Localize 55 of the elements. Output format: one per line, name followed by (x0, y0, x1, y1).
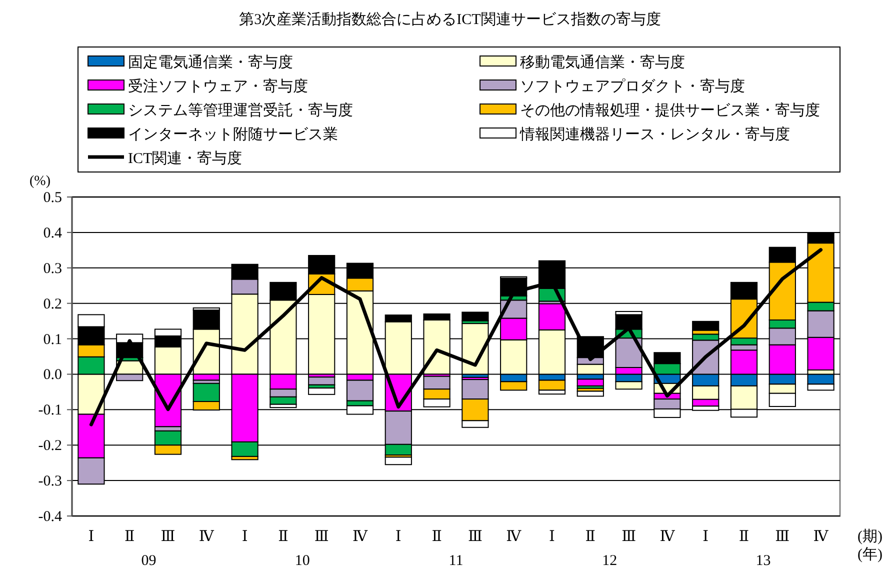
y-tick-label: -0.1 (38, 402, 62, 419)
x-tick-label: Ⅰ (88, 529, 94, 545)
y-tick-label: 0.5 (43, 190, 62, 206)
legend-label: その他の情報処理・提供サービス業・寄与度 (520, 102, 820, 119)
x-tick-label: Ⅲ (160, 529, 176, 545)
x-tick-label: Ⅱ (432, 529, 442, 545)
legend-label: システム等管理運営受託・寄与度 (128, 102, 353, 119)
y-tick-label: 0.1 (43, 332, 62, 348)
y-tick-label: 0.4 (43, 225, 62, 242)
text: (期) (858, 528, 882, 545)
bar (576, 378, 604, 386)
y-tick-label: -0.3 (38, 474, 62, 490)
text: 11 (448, 553, 464, 567)
legend-label: ICT関連・寄与度 (128, 150, 242, 167)
x-tick-label: Ⅱ (738, 529, 750, 545)
legend-label: ソフトウェアプロダクト・寄与度 (520, 78, 745, 95)
bar (308, 388, 336, 395)
y-tick-label: -0.4 (38, 509, 62, 525)
bar (576, 390, 604, 397)
x-tick-label: Ⅲ (622, 529, 636, 545)
x-tick-label: Ⅰ (242, 529, 248, 545)
text: 09 (141, 553, 156, 567)
text: 12 (602, 553, 618, 567)
x-tick-label: Ⅲ (775, 529, 790, 545)
legend-label: 固定電気通信業・寄与度 (128, 54, 293, 71)
legend-label: インターネット附随サービス業 (128, 126, 338, 143)
x-tick-label: Ⅱ (278, 529, 288, 545)
x-tick-label: Ⅱ (124, 529, 135, 545)
y-tick-label: 0.0 (43, 367, 62, 384)
bar (308, 376, 336, 386)
legend-label: 情報関連機器リース・レンタル・寄与度 (519, 126, 790, 143)
y-tick-label: 0.2 (43, 296, 62, 312)
x-tick-label: Ⅱ (585, 529, 596, 545)
text: (年) (858, 546, 882, 563)
x-tick-label: Ⅰ (395, 529, 402, 545)
y-tick-label: -0.2 (38, 438, 62, 454)
bar (462, 312, 489, 322)
y-tick-label: 0.3 (43, 260, 62, 277)
x-tick-label: Ⅳ (352, 529, 368, 545)
legend-label: 移動電気通信業・寄与度 (520, 54, 685, 71)
x-tick-label: Ⅲ (468, 529, 482, 545)
bar (692, 320, 720, 331)
x-tick-label: Ⅰ (702, 529, 709, 545)
legend-label: 受注ソフトウェア・寄与度 (128, 78, 308, 95)
text: 10 (294, 553, 310, 567)
x-tick-label: Ⅳ (506, 529, 522, 545)
x-tick-label: Ⅲ (314, 529, 329, 545)
title: 第3次産業活動指数総合に占めるICT関連サービス指数の寄与度 (239, 12, 661, 28)
x-tick-label: Ⅰ (549, 529, 556, 545)
y-axis-title: (%) (30, 174, 51, 189)
x-tick-label: Ⅳ (813, 529, 830, 545)
bar (384, 456, 412, 466)
text: 13 (756, 553, 771, 567)
x-tick-label: Ⅳ (198, 529, 215, 545)
x-tick-label: Ⅳ (660, 529, 676, 545)
